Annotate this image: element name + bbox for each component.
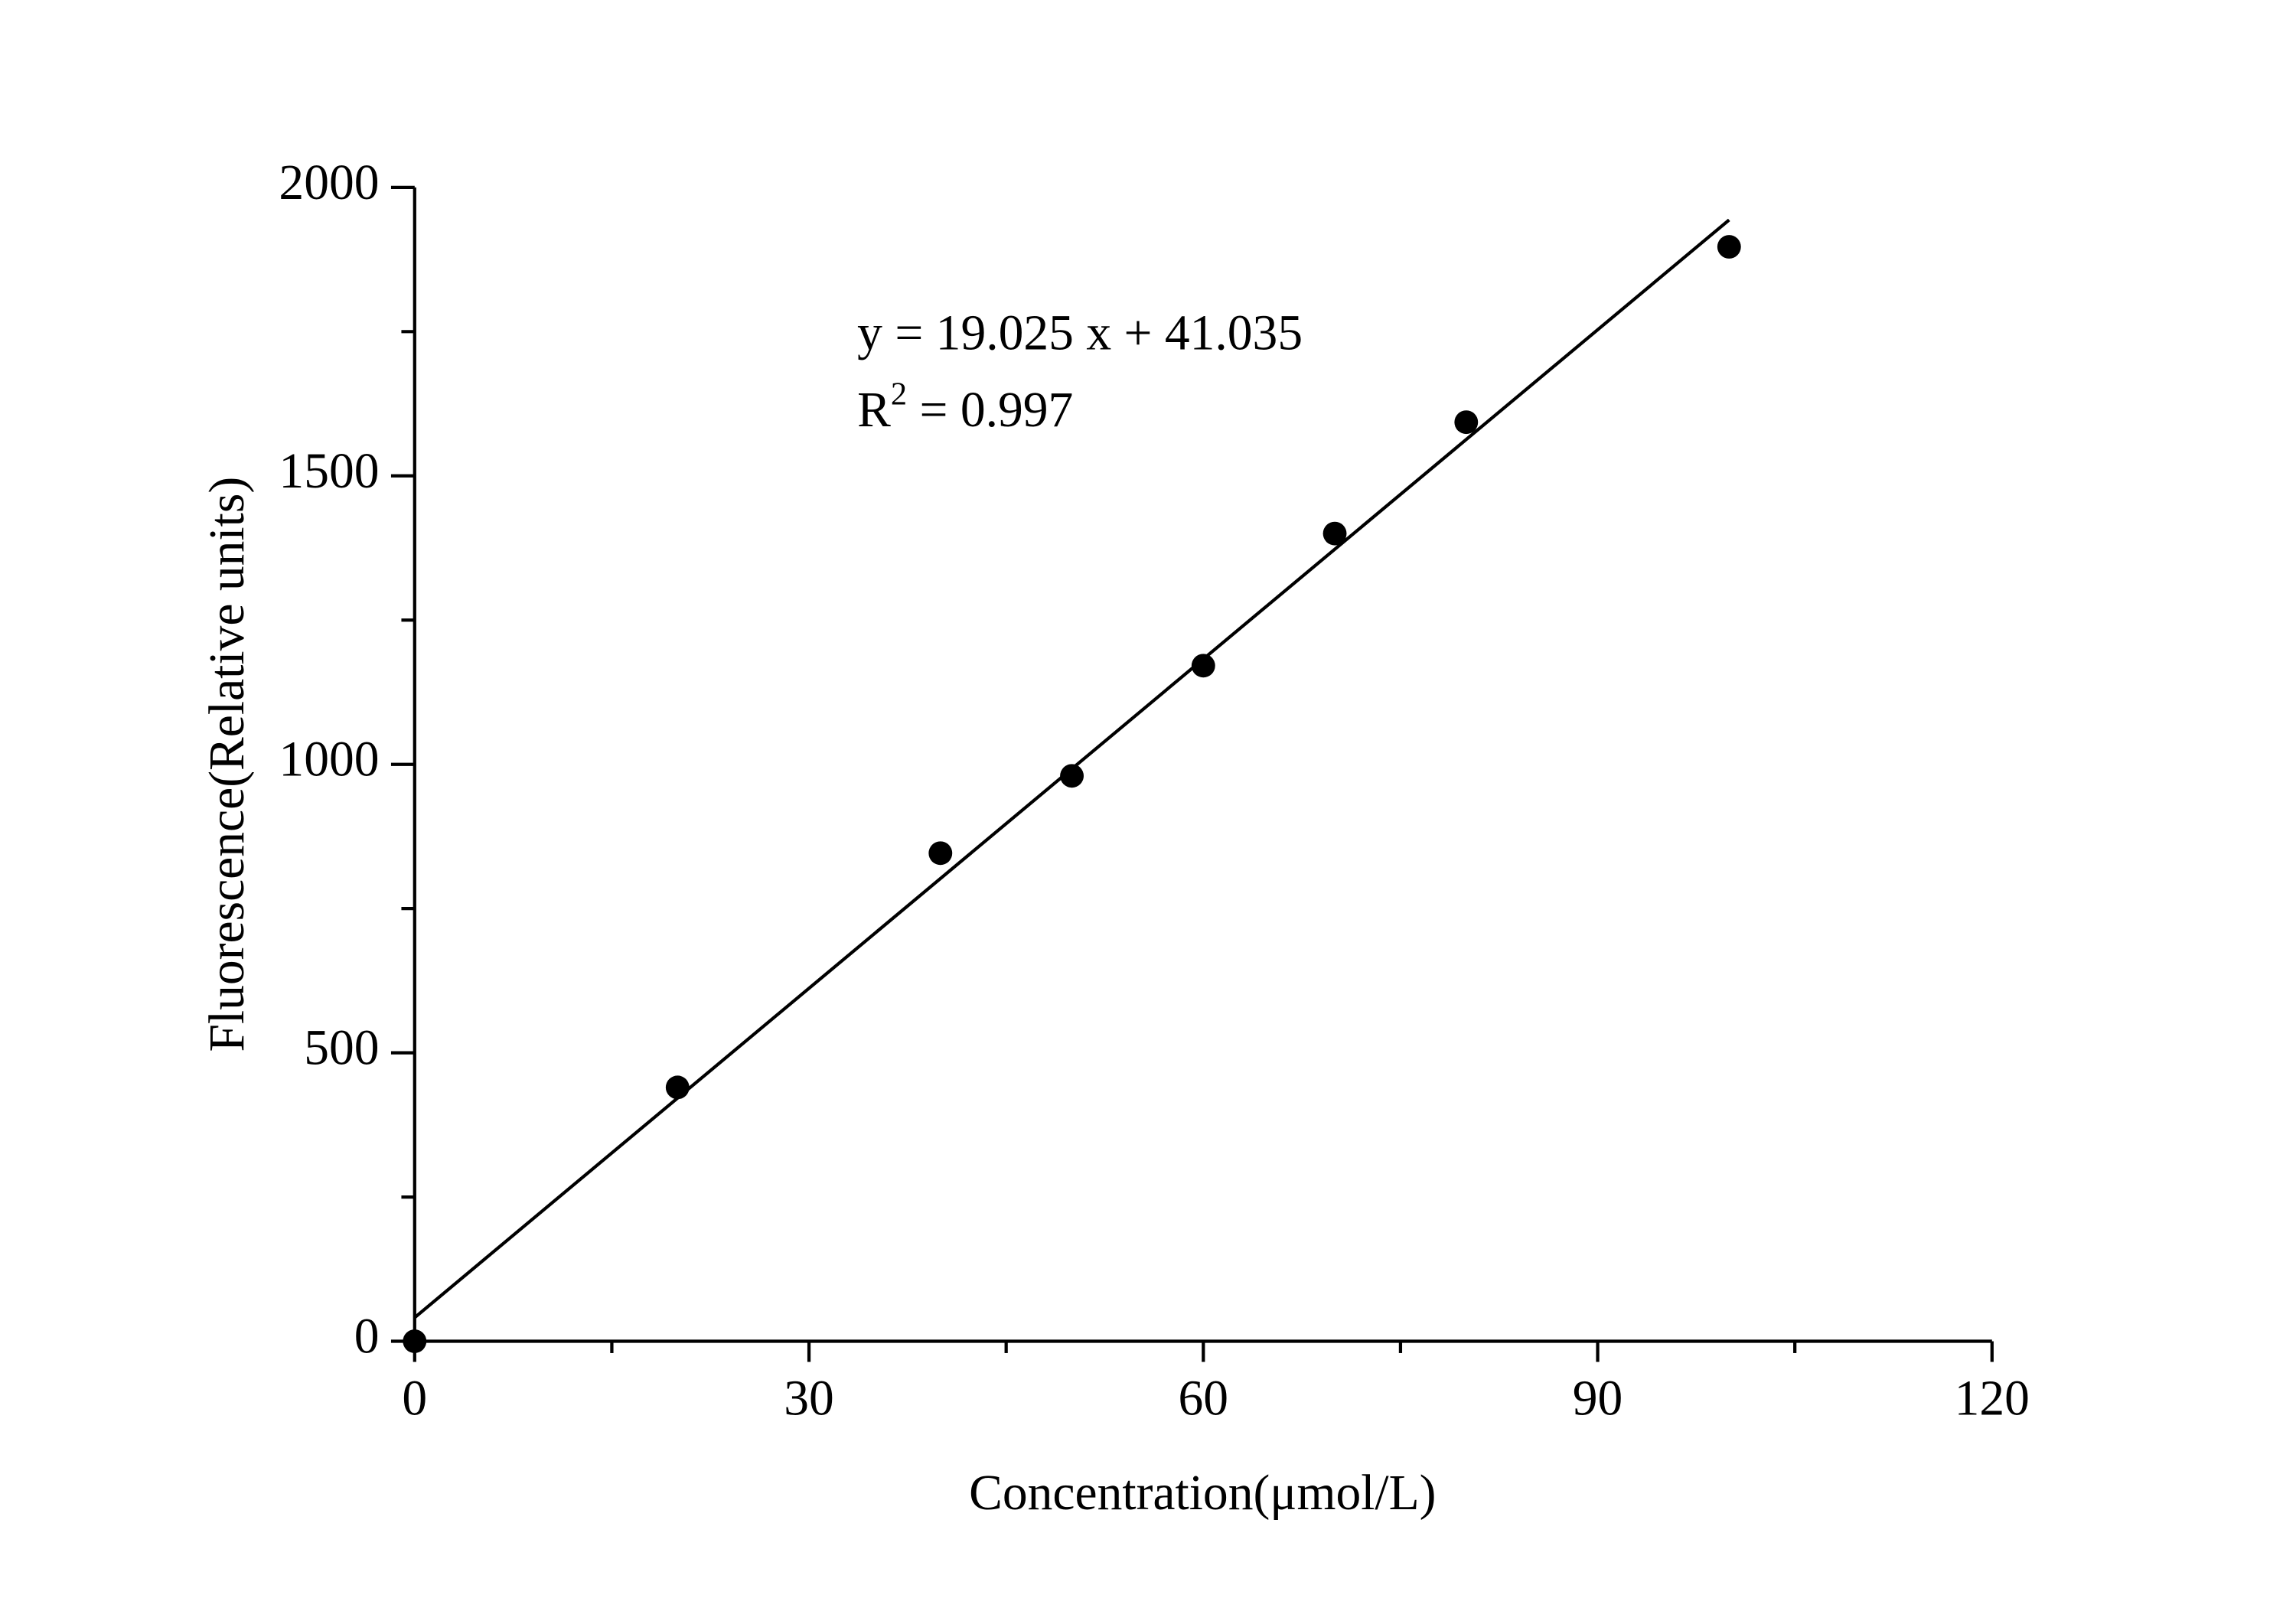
data-point — [1191, 654, 1215, 678]
data-point — [1717, 235, 1741, 259]
data-point — [403, 1329, 427, 1353]
y-tick-label: 500 — [304, 1021, 379, 1076]
x-tick-label: 0 — [402, 1371, 427, 1427]
x-tick-label: 120 — [1955, 1371, 2030, 1427]
x-tick-label: 60 — [1179, 1371, 1229, 1427]
y-tick-label: 1500 — [279, 444, 379, 499]
y-tick-label: 0 — [354, 1309, 380, 1365]
data-point — [1060, 764, 1084, 788]
y-tick-label: 1000 — [279, 732, 379, 788]
r-base: R — [857, 383, 891, 438]
y-axis-title: Fluorescence(Relative units) — [200, 477, 255, 1052]
y-tick-label: 2000 — [279, 155, 379, 210]
data-point — [1322, 521, 1347, 546]
x-axis-title: Concentration(μmol/L) — [969, 1466, 1436, 1521]
r-squared: R2 = 0.997 — [857, 376, 1073, 437]
x-tick-label: 90 — [1573, 1371, 1623, 1427]
data-point — [1454, 410, 1479, 435]
equation: y = 19.025 x + 41.035 — [857, 306, 1303, 361]
x-tick-label: 30 — [784, 1371, 834, 1427]
data-point — [928, 841, 953, 866]
r-sup: 2 — [891, 376, 907, 412]
r-text: = 0.997 — [907, 383, 1073, 438]
data-point — [665, 1075, 690, 1100]
